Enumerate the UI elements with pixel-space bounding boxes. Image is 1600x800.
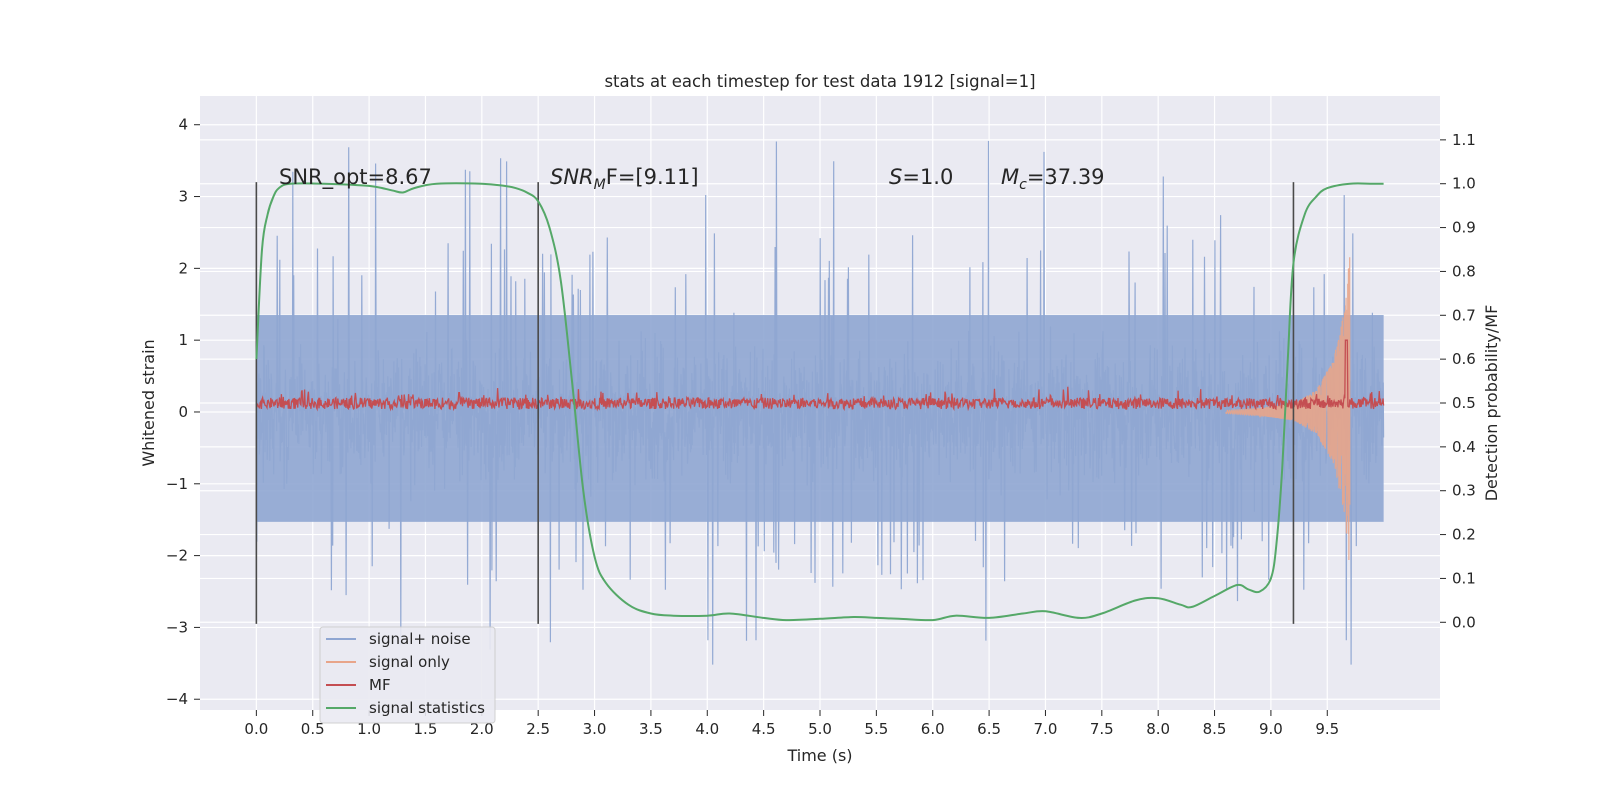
x-tick-label: 4.5 <box>752 720 776 738</box>
x-tick-label: 7.5 <box>1090 720 1114 738</box>
x-axis-label: Time (s) <box>786 746 852 765</box>
legend-label-signal-statistics: signal statistics <box>369 699 485 717</box>
legend-box <box>319 626 496 724</box>
annotation-snr-mf-tail: F=[9.11] <box>606 165 699 189</box>
x-tick-label: 0.5 <box>301 720 325 738</box>
y-right-axis-label: Detection probability/MF <box>1482 305 1501 502</box>
signal-statistics-line <box>255 182 1384 622</box>
x-tick-label: 9.5 <box>1315 720 1339 738</box>
y-right-axis-ticks: 1.1 1.0 0.9 0.8 0.7 0.6 0.5 0.4 0.3 0.2 0.1 0.0 <box>1440 131 1476 631</box>
y-right-tick-label: 0.6 <box>1452 350 1476 368</box>
x-tick-label: 3.5 <box>639 720 663 738</box>
legend-label-signal-only: signal only <box>369 653 450 671</box>
annotation-snr-opt: SNR_opt=8.67 <box>279 165 432 190</box>
legend-label-signal-noise: signal+ noise <box>369 630 471 648</box>
x-tick-label: 1.0 <box>357 720 381 738</box>
y-axis-label: Whitened strain <box>139 339 158 466</box>
annotation-mc: Mc=37.39 <box>1001 165 1105 193</box>
x-tick-label: 0.0 <box>244 720 268 738</box>
y-tick-label: −2 <box>166 547 188 565</box>
annotation-s-var: S <box>889 165 902 189</box>
y-tick-label: 2 <box>178 259 188 277</box>
x-tick-label: 5.5 <box>864 720 888 738</box>
y-tick-label: −4 <box>166 690 188 708</box>
x-tick-label: 3.0 <box>583 720 607 738</box>
y-tick-label: −3 <box>166 618 188 636</box>
y-tick-label: 0 <box>178 403 188 421</box>
signal-noise-series <box>255 140 1385 665</box>
annotation-mc-var: M <box>1001 165 1019 189</box>
y-tick-label: 1 <box>178 331 188 349</box>
annotation-snr-mf: SNRMF=[9.11] <box>550 165 699 193</box>
y-right-tick-label: 0.0 <box>1452 613 1476 631</box>
x-tick-label: 5.0 <box>808 720 832 738</box>
y-right-tick-label: 1.0 <box>1452 175 1476 193</box>
y-axis-ticks: 4 3 2 1 0 −1 −2 −3 −4 <box>166 116 200 708</box>
annotation-mc-tail: =37.39 <box>1027 165 1105 189</box>
x-axis-ticks: 0.0 0.5 1.0 1.5 2.0 2.5 3.0 3.5 4.0 4.5 5.0 5.5 6.0 6… <box>244 710 1339 738</box>
signal-statistics-series <box>255 182 1384 622</box>
legend-label-mf: MF <box>369 676 391 694</box>
y-tick-label: 4 <box>178 116 188 134</box>
y-tick-label: 3 <box>178 188 188 206</box>
y-right-tick-label: 0.9 <box>1452 219 1476 237</box>
x-tick-label: 8.5 <box>1203 720 1227 738</box>
annotation-mc-sub: c <box>1019 177 1027 193</box>
x-tick-label: 8.0 <box>1146 720 1170 738</box>
mf-series <box>255 339 1385 412</box>
x-tick-label: 4.0 <box>695 720 719 738</box>
y-tick-label: −1 <box>166 475 188 493</box>
signal-only-series <box>1225 257 1351 561</box>
y-right-tick-label: 0.7 <box>1452 306 1476 324</box>
y-right-tick-label: 0.3 <box>1452 482 1476 500</box>
x-tick-label: 7.0 <box>1034 720 1058 738</box>
annotation-snr-mf-base: SNR <box>550 165 594 189</box>
annotation-s-tail: =1.0 <box>902 165 953 189</box>
y-right-tick-label: 0.2 <box>1452 526 1476 544</box>
signal-only-line <box>1225 257 1351 561</box>
y-right-tick-label: 0.1 <box>1452 569 1476 587</box>
signal-noise-core <box>256 315 1384 522</box>
legend: signal+ noise signal only MF signal stat… <box>319 626 496 724</box>
x-tick-label: 1.5 <box>414 720 438 738</box>
mf-line <box>255 339 1385 412</box>
x-tick-label: 6.0 <box>921 720 945 738</box>
annotation-s: S=1.0 <box>889 165 953 189</box>
x-tick-label: 9.0 <box>1259 720 1283 738</box>
y-right-tick-label: 0.5 <box>1452 394 1476 412</box>
chart-title: stats at each timestep for test data 191… <box>604 72 1035 91</box>
annotation-snr-mf-sub: M <box>594 177 606 193</box>
y-right-tick-label: 1.1 <box>1452 131 1476 149</box>
x-tick-label: 6.5 <box>977 720 1001 738</box>
y-right-tick-label: 0.4 <box>1452 438 1476 456</box>
y-right-tick-label: 0.8 <box>1452 262 1476 280</box>
x-tick-label: 2.5 <box>526 720 550 738</box>
x-tick-label: 2.0 <box>470 720 494 738</box>
